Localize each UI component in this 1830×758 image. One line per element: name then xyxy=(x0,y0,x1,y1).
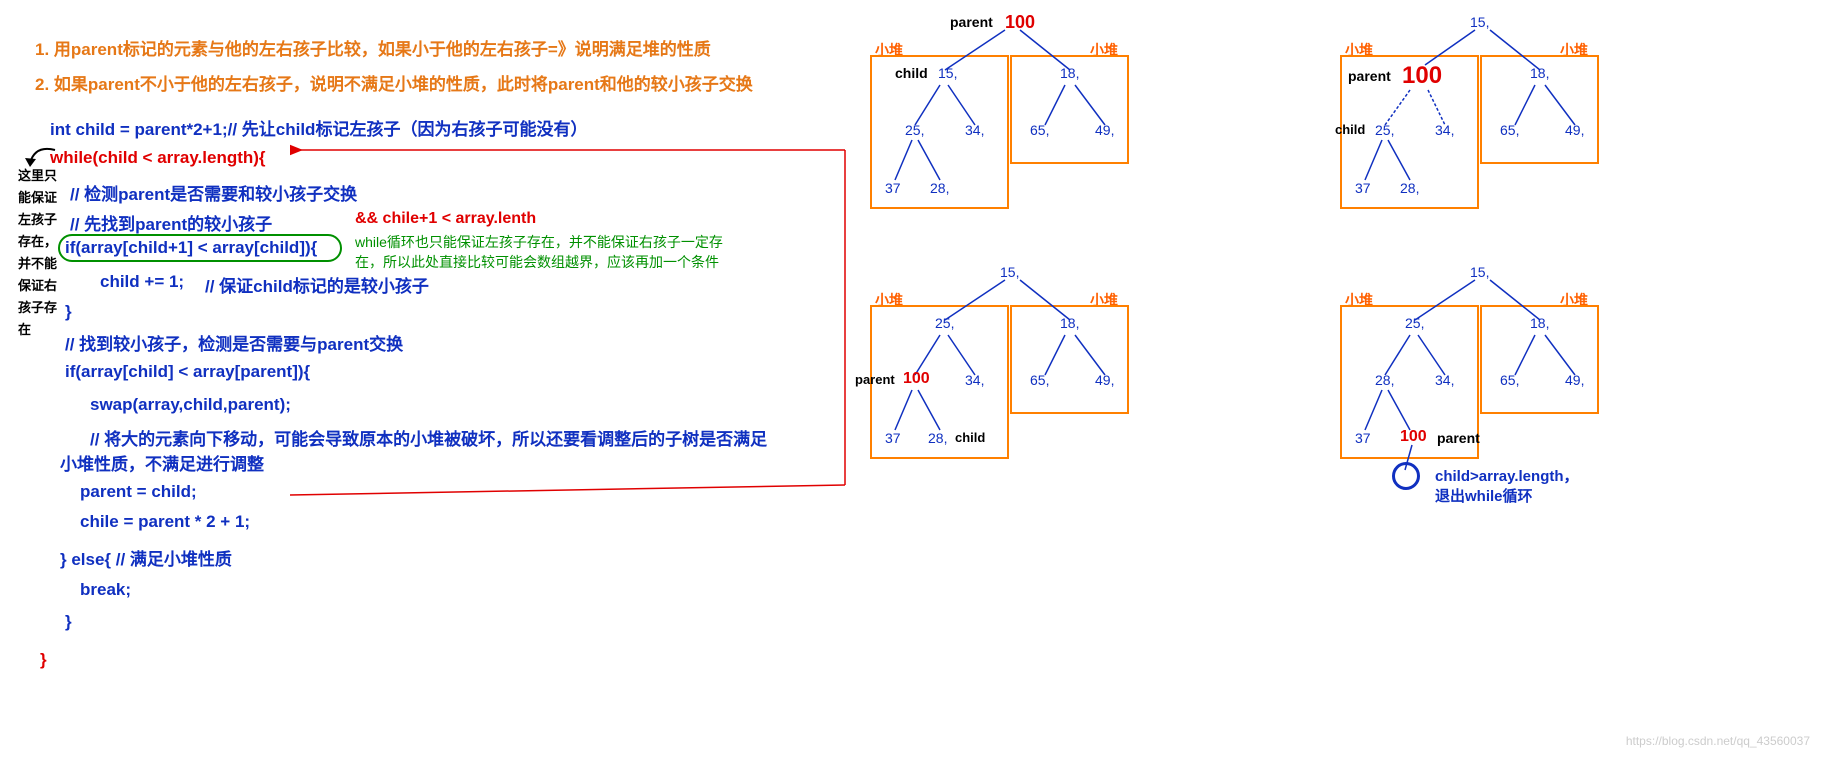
code-if2: if(array[child] < array[parent]){ xyxy=(65,362,310,382)
label-child-2: child xyxy=(1335,122,1365,137)
code-cmt-find: // 先找到parent的较小孩子 xyxy=(70,210,272,235)
red-condition-annot: && chile+1 < array.lenth xyxy=(355,210,536,228)
n4-18: 18, xyxy=(1530,315,1549,331)
code-cmt-move2: 小堆性质，不满足进行调整 xyxy=(60,450,264,475)
code-pc: parent = child; xyxy=(80,482,197,502)
n-28: 28, xyxy=(930,180,949,196)
label-parent-4: parent xyxy=(1437,430,1480,446)
exit-note-1: child>array.length， xyxy=(1435,465,1579,486)
n4-37: 37 xyxy=(1355,430,1371,446)
rule-1: 1. 用parent标记的元素与他的左右孩子比较，如果小于他的左右孩子=》说明满… xyxy=(35,35,711,60)
tree-svg-1 xyxy=(870,10,1130,210)
n-15: 15, xyxy=(938,65,957,81)
tree-group-3: 15, 小堆 小堆 25, 18, parent 100 34, 65, 49,… xyxy=(870,260,1130,460)
child-empty-circle xyxy=(1392,462,1420,490)
code-brace2: } xyxy=(65,612,72,632)
code-while: while(child < array.length){ xyxy=(50,148,266,168)
n2-18: 18, xyxy=(1530,65,1549,81)
code-swap: swap(array,child,parent); xyxy=(90,395,291,415)
code-break: break; xyxy=(80,580,131,600)
n4-25: 25, xyxy=(1405,315,1424,331)
code-cmt-found: // 找到较小孩子，检测是否需要与parent交换 xyxy=(65,330,403,355)
n3-65: 65, xyxy=(1030,372,1049,388)
n2-28: 28, xyxy=(1400,180,1419,196)
n2-37: 37 xyxy=(1355,180,1371,196)
tree-svg-3 xyxy=(870,260,1130,460)
sidenote-text: 这里只 能保证 左孩子 存在， 并不能 保证右 孩子存 在 xyxy=(18,165,57,341)
label-child: child xyxy=(895,65,928,81)
tree-group-1: parent 100 小堆 小堆 child 15, 18, 25, 34, 6… xyxy=(870,10,1130,210)
label-parent-2: parent xyxy=(1348,68,1391,84)
n4-34: 34, xyxy=(1435,372,1454,388)
n3-37: 37 xyxy=(885,430,901,446)
n-18: 18, xyxy=(1060,65,1079,81)
code-brace3: } xyxy=(40,650,47,670)
n-37: 37 xyxy=(885,180,901,196)
code-cmt-check: // 检测parent是否需要和较小孩子交换 xyxy=(70,180,357,205)
n4-49: 49, xyxy=(1565,372,1584,388)
n2-100: 100 xyxy=(1402,62,1442,90)
rule-2: 2. 如果parent不小于他的左右孩子，说明不满足小堆的性质，此时将paren… xyxy=(35,70,753,95)
page-root: 1. 用parent标记的元素与他的左右孩子比较，如果小于他的左右孩子=》说明满… xyxy=(0,0,1830,758)
n3-100: 100 xyxy=(903,370,930,388)
code-else: } else{ // 满足小堆性质 xyxy=(60,545,232,570)
n3-34: 34, xyxy=(965,372,984,388)
code-brace1: } xyxy=(65,302,72,322)
code-intchild: int child = parent*2+1;// 先让child标记左孩子（因… xyxy=(50,115,587,140)
n3-25: 25, xyxy=(935,315,954,331)
n2-49: 49, xyxy=(1565,122,1584,138)
n4-28: 28, xyxy=(1375,372,1394,388)
n3-49: 49, xyxy=(1095,372,1114,388)
label-parent-3: parent xyxy=(855,372,895,387)
code-cmt-childp1: // 保证child标记的是较小孩子 xyxy=(205,272,429,297)
tree-svg-2 xyxy=(1340,10,1600,210)
n3-18: 18, xyxy=(1060,315,1079,331)
label-child-3: child xyxy=(955,430,985,445)
n-49: 49, xyxy=(1095,122,1114,138)
n4-100: 100 xyxy=(1400,428,1427,446)
tree-group-4: 15, 小堆 小堆 25, 18, 28, 34, 65, 49, 37 100… xyxy=(1340,260,1620,500)
green-note-2: 在，所以此处直接比较可能会数组越界，应该再加一个条件 xyxy=(355,252,719,272)
red-annotation-arrow xyxy=(290,140,850,510)
code-childp1: child += 1; xyxy=(100,272,184,292)
code-cc: chile = parent * 2 + 1; xyxy=(80,512,250,532)
n2-65: 65, xyxy=(1500,122,1519,138)
n-34: 34, xyxy=(965,122,984,138)
n-65: 65, xyxy=(1030,122,1049,138)
n4-65: 65, xyxy=(1500,372,1519,388)
n3-28: 28, xyxy=(928,430,947,446)
code-cmt-move: // 将大的元素向下移动，可能会导致原本的小堆被破坏，所以还要看调整后的子树是否… xyxy=(90,425,767,450)
n2-34: 34, xyxy=(1435,122,1454,138)
watermark-text: https://blog.csdn.net/qq_43560037 xyxy=(1626,734,1810,748)
n-25: 25, xyxy=(905,122,924,138)
tree-group-2: 15, 小堆 小堆 parent 100 18, child 25, 34, 6… xyxy=(1340,10,1600,210)
n2-25: 25, xyxy=(1375,122,1394,138)
code-if1: if(array[child+1] < array[child]){ xyxy=(65,238,317,258)
exit-note-2: 退出while循环 xyxy=(1435,485,1533,506)
green-note-1: while循环也只能保证左孩子存在，并不能保证右孩子一定存 xyxy=(355,232,723,252)
